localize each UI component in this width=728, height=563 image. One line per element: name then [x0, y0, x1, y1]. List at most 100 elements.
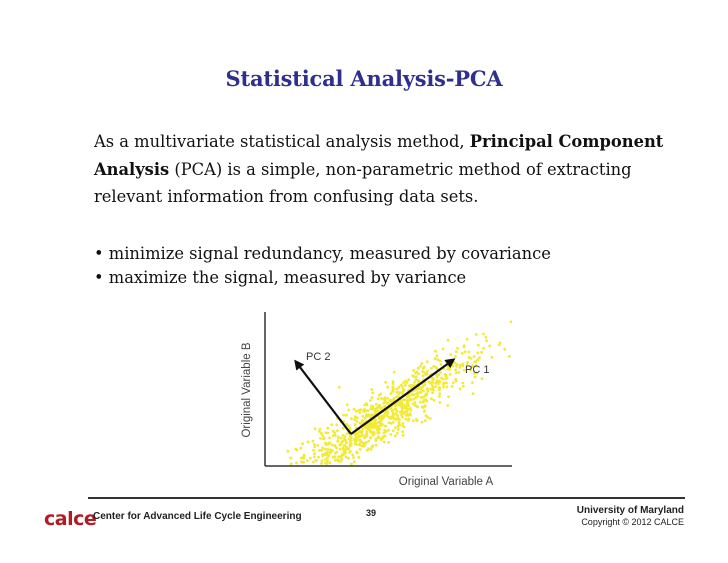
- scatter-point: [465, 337, 469, 341]
- scatter-point: [339, 436, 343, 440]
- scatter-point: [328, 436, 331, 440]
- scatter-point: [398, 418, 401, 421]
- scatter-point: [446, 367, 450, 371]
- scatter-point: [419, 391, 423, 394]
- scatter-point: [396, 390, 399, 394]
- scatter-point: [497, 343, 501, 347]
- scatter-point: [356, 432, 360, 436]
- x-axis-label: Original Variable A: [399, 476, 494, 488]
- scatter-point: [436, 358, 440, 362]
- scatter-point: [426, 369, 429, 373]
- scatter-point: [370, 396, 374, 400]
- scatter-point: [353, 418, 356, 421]
- scatter-point: [387, 421, 391, 425]
- scatter-point: [339, 455, 342, 459]
- scatter-point: [360, 419, 364, 422]
- scatter-point: [424, 392, 428, 396]
- scatter-point: [335, 450, 339, 454]
- scatter-point: [380, 438, 383, 442]
- scatter-point: [373, 432, 376, 435]
- scatter-point: [443, 373, 447, 376]
- scatter-point: [406, 414, 410, 417]
- scatter-point: [415, 404, 418, 408]
- scatter-point: [400, 409, 404, 412]
- scatter-point: [336, 440, 340, 443]
- scatter-point: [414, 375, 418, 378]
- scatter-point: [354, 443, 358, 446]
- scatter-point: [376, 409, 380, 413]
- bullet-item: • maximize the signal, measured by varia…: [94, 268, 467, 287]
- scatter-point: [383, 424, 387, 428]
- scatter-point: [430, 366, 433, 370]
- scatter-point: [374, 402, 378, 406]
- scatter-point: [345, 403, 349, 407]
- scatter-point: [326, 456, 329, 460]
- scatter-point: [383, 398, 387, 402]
- scatter-point: [434, 365, 438, 369]
- scatter-point: [423, 383, 427, 387]
- scatter-point: [337, 385, 341, 389]
- scatter-point: [331, 455, 335, 459]
- scatter-point: [396, 428, 400, 431]
- scatter-point: [462, 345, 466, 349]
- scatter-point: [414, 371, 417, 375]
- scatter-point: [363, 403, 367, 407]
- scatter-point: [404, 417, 408, 421]
- scatter-point: [421, 370, 425, 373]
- scatter-point: [369, 399, 372, 402]
- y-axis-label: Original Variable B: [241, 342, 253, 437]
- scatter-point: [380, 423, 384, 427]
- scatter-point: [341, 439, 345, 443]
- scatter-point: [323, 453, 326, 456]
- scatter-point: [454, 350, 458, 354]
- scatter-point: [472, 355, 476, 358]
- scatter-point: [313, 455, 316, 459]
- scatter-point: [318, 427, 322, 431]
- scatter-point: [433, 357, 437, 360]
- scatter-point: [461, 384, 465, 388]
- scatter-point: [476, 351, 479, 355]
- scatter-point: [395, 387, 399, 391]
- scatter-point: [460, 351, 464, 355]
- slide-title: Statistical Analysis-PCA: [225, 66, 503, 91]
- scatter-point: [336, 436, 340, 439]
- scatter-point: [432, 365, 435, 368]
- scatter-point: [352, 407, 356, 411]
- scatter-point: [471, 392, 475, 395]
- scatter-point: [330, 423, 334, 427]
- scatter-point: [365, 448, 369, 452]
- scatter-point: [312, 449, 315, 452]
- scatter-point: [437, 373, 441, 377]
- scatter-point: [392, 413, 395, 417]
- scatter-point: [383, 411, 387, 415]
- scatter-point: [411, 419, 415, 423]
- scatter-point: [446, 365, 450, 369]
- scatter-point: [391, 385, 395, 389]
- scatter-point: [421, 396, 424, 399]
- scatter-point: [426, 416, 430, 419]
- scatter-point: [317, 449, 321, 452]
- scatter-point: [400, 413, 403, 417]
- scatter-point: [364, 432, 368, 436]
- scatter-point: [400, 403, 404, 407]
- scatter-point: [421, 385, 425, 388]
- scatter-point: [326, 431, 330, 435]
- scatter-point: [345, 423, 349, 426]
- scatter-point: [438, 392, 442, 395]
- scatter-point: [336, 458, 340, 462]
- scatter-point: [365, 430, 369, 434]
- pc1-label: PC 1: [465, 364, 489, 376]
- scatter-point: [289, 462, 293, 466]
- scatter-point: [382, 440, 386, 444]
- scatter-point: [448, 373, 452, 376]
- scatter-point: [391, 389, 395, 392]
- scatter-point: [379, 392, 383, 396]
- paragraph-bold-term: Principal Component Analysis: [94, 132, 664, 179]
- scatter-point: [402, 398, 406, 402]
- scatter-point: [396, 416, 400, 420]
- scatter-point: [414, 396, 418, 400]
- scatter-point: [367, 439, 371, 443]
- scatter-point: [451, 381, 455, 385]
- scatter-point: [344, 455, 348, 459]
- pc2-arrow: [294, 359, 352, 435]
